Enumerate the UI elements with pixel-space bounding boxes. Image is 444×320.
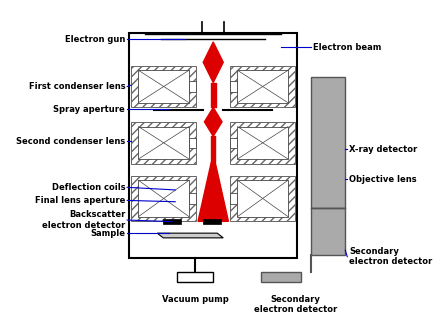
Text: Final lens aperture: Final lens aperture bbox=[35, 196, 125, 205]
Bar bbox=[203, 219, 221, 224]
Bar bbox=[189, 193, 196, 204]
Bar bbox=[139, 180, 189, 217]
Bar bbox=[189, 138, 196, 148]
Bar bbox=[238, 127, 288, 159]
Text: Objective lens: Objective lens bbox=[349, 175, 417, 184]
Polygon shape bbox=[198, 163, 229, 221]
Text: Secondary
electron detector: Secondary electron detector bbox=[254, 295, 337, 314]
Polygon shape bbox=[204, 108, 222, 136]
Text: Electron gun: Electron gun bbox=[65, 35, 125, 44]
Bar bbox=[131, 122, 196, 164]
Bar bbox=[311, 77, 345, 208]
Bar bbox=[139, 70, 189, 103]
Bar bbox=[238, 180, 288, 217]
Text: Secondary
electron detector: Secondary electron detector bbox=[349, 247, 432, 267]
Bar bbox=[230, 122, 295, 164]
Bar bbox=[129, 33, 297, 258]
Bar bbox=[139, 127, 189, 159]
Text: Sample: Sample bbox=[90, 229, 125, 238]
Text: Second condenser lens: Second condenser lens bbox=[16, 137, 125, 146]
Bar bbox=[261, 272, 301, 282]
Bar bbox=[230, 66, 295, 108]
Bar bbox=[230, 138, 238, 148]
Text: Electron beam: Electron beam bbox=[313, 43, 382, 52]
Bar bbox=[131, 176, 196, 221]
Bar bbox=[230, 193, 238, 204]
Text: Spray aperture: Spray aperture bbox=[53, 105, 125, 114]
Text: X-ray detector: X-ray detector bbox=[349, 145, 417, 154]
Bar bbox=[311, 208, 345, 255]
Bar bbox=[230, 176, 295, 221]
Bar bbox=[163, 219, 181, 224]
Bar bbox=[189, 81, 196, 92]
Polygon shape bbox=[203, 42, 223, 83]
Bar bbox=[230, 81, 238, 92]
Text: Vacuum pump: Vacuum pump bbox=[162, 295, 229, 304]
Text: Deflection coils: Deflection coils bbox=[52, 183, 125, 192]
Bar bbox=[177, 272, 213, 282]
Polygon shape bbox=[157, 233, 223, 238]
Bar bbox=[131, 66, 196, 108]
Text: First condenser lens: First condenser lens bbox=[28, 82, 125, 91]
Text: Backscatter
electron detector: Backscatter electron detector bbox=[42, 210, 125, 230]
Bar bbox=[238, 70, 288, 103]
